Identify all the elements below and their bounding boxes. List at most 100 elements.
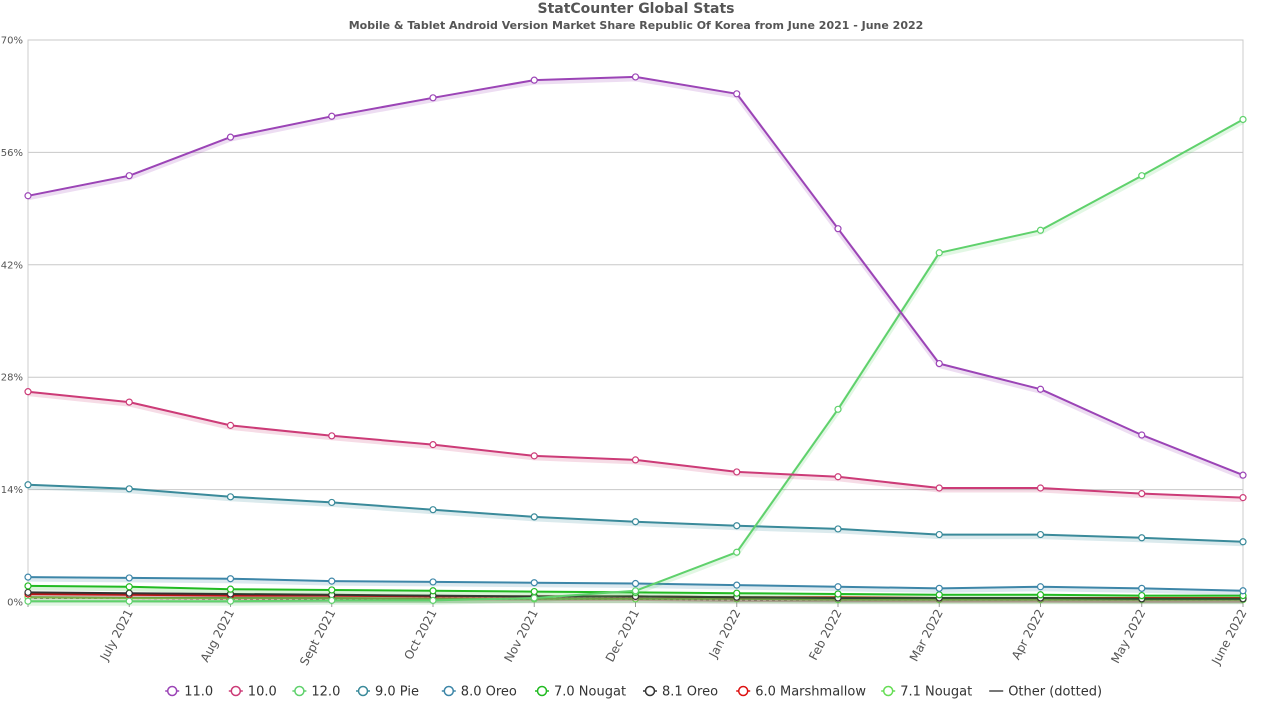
- data-point[interactable]: [125, 583, 133, 591]
- data-point[interactable]: [530, 513, 538, 521]
- data-point[interactable]: [1036, 226, 1045, 234]
- data-point[interactable]: [226, 421, 235, 429]
- legend-item-10-0[interactable]: 10.0: [228, 685, 277, 700]
- data-point[interactable]: [125, 597, 133, 605]
- data-point[interactable]: [530, 76, 538, 84]
- data-point[interactable]: [1138, 172, 1146, 180]
- data-point[interactable]: [733, 581, 741, 589]
- legend-item-other-dotted-[interactable]: Other (dotted): [989, 685, 1102, 700]
- data-point[interactable]: [328, 577, 336, 585]
- data-point[interactable]: [328, 596, 336, 604]
- legend-item-11-0[interactable]: 11.0: [165, 685, 213, 700]
- series-line: [27, 75, 1244, 477]
- data-point[interactable]: [631, 518, 640, 526]
- legend-swatch-marker: [644, 685, 656, 697]
- data-point[interactable]: [530, 579, 538, 587]
- data-point[interactable]: [935, 584, 943, 592]
- data-point[interactable]: [834, 583, 842, 591]
- data-point[interactable]: [125, 398, 133, 406]
- x-tick-label: June 2022: [1208, 607, 1249, 668]
- legend-item-12-0[interactable]: 12.0: [292, 685, 340, 700]
- data-point[interactable]: [429, 578, 437, 586]
- data-point[interactable]: [429, 596, 437, 604]
- data-point[interactable]: [1138, 591, 1146, 600]
- data-point[interactable]: [24, 388, 32, 396]
- data-point[interactable]: [631, 579, 640, 588]
- data-point[interactable]: [226, 597, 235, 605]
- legend-label: 9.0 Pie: [375, 685, 419, 700]
- legend-item-7-0-nougat[interactable]: 7.0 Nougat: [535, 685, 626, 700]
- data-point[interactable]: [834, 525, 842, 533]
- data-point[interactable]: [733, 90, 741, 98]
- data-point[interactable]: [429, 441, 437, 449]
- data-point[interactable]: [1036, 530, 1045, 539]
- series-9-0-pie: [24, 481, 1247, 547]
- legend-label: 7.1 Nougat: [900, 685, 972, 700]
- data-point[interactable]: [1036, 385, 1045, 393]
- data-point[interactable]: [935, 530, 943, 539]
- x-tick-label: Jan 2022: [706, 607, 744, 661]
- data-point[interactable]: [733, 468, 741, 476]
- data-point[interactable]: [328, 586, 336, 594]
- data-point[interactable]: [125, 574, 133, 582]
- data-point[interactable]: [125, 172, 133, 180]
- data-point[interactable]: [429, 506, 437, 514]
- data-point[interactable]: [226, 133, 235, 141]
- data-point[interactable]: [631, 73, 640, 81]
- data-point[interactable]: [935, 359, 943, 368]
- data-point[interactable]: [834, 225, 842, 233]
- data-point[interactable]: [935, 484, 943, 492]
- data-point[interactable]: [24, 573, 32, 581]
- data-point[interactable]: [1036, 591, 1045, 599]
- data-point[interactable]: [226, 585, 235, 593]
- data-point[interactable]: [226, 493, 235, 501]
- data-point[interactable]: [1138, 534, 1146, 542]
- legend-item-6-0-marshmallow[interactable]: 6.0 Marshmallow: [736, 685, 866, 700]
- x-tick-label: Aug 2021: [198, 607, 237, 665]
- data-point[interactable]: [226, 575, 235, 583]
- data-point[interactable]: [733, 548, 741, 556]
- data-point[interactable]: [733, 522, 741, 530]
- data-point[interactable]: [935, 249, 943, 257]
- data-point[interactable]: [834, 590, 842, 598]
- data-point[interactable]: [631, 587, 640, 595]
- data-point[interactable]: [1239, 115, 1247, 124]
- data-point[interactable]: [530, 452, 538, 460]
- data-point[interactable]: [328, 112, 336, 120]
- data-point[interactable]: [733, 589, 741, 597]
- data-point[interactable]: [530, 594, 538, 602]
- series-12-0: [24, 115, 1247, 606]
- data-point[interactable]: [1036, 583, 1045, 591]
- data-point[interactable]: [1036, 484, 1045, 492]
- series-shadow: [27, 391, 1244, 503]
- data-point[interactable]: [1239, 587, 1247, 595]
- data-point[interactable]: [631, 456, 640, 464]
- x-tick-label: Oct 2021: [401, 607, 439, 662]
- data-point[interactable]: [1138, 490, 1146, 498]
- data-point[interactable]: [1239, 471, 1247, 479]
- data-point[interactable]: [328, 498, 336, 507]
- data-point[interactable]: [24, 582, 32, 590]
- data-point[interactable]: [24, 192, 32, 200]
- data-point[interactable]: [125, 485, 133, 493]
- data-point[interactable]: [1239, 538, 1247, 546]
- data-point[interactable]: [429, 587, 437, 595]
- data-point[interactable]: [1239, 494, 1247, 502]
- data-point[interactable]: [24, 597, 32, 605]
- legend-item-8-0-oreo[interactable]: 8.0 Oreo: [441, 685, 517, 700]
- legend-item-8-1-oreo[interactable]: 8.1 Oreo: [643, 685, 718, 700]
- data-point[interactable]: [429, 94, 437, 102]
- data-point[interactable]: [328, 432, 336, 440]
- data-point[interactable]: [1138, 584, 1146, 592]
- data-point[interactable]: [530, 587, 538, 596]
- data-point[interactable]: [834, 473, 842, 481]
- data-point[interactable]: [24, 481, 32, 489]
- legend-item-7-1-nougat[interactable]: 7.1 Nougat: [881, 685, 972, 700]
- data-point[interactable]: [834, 405, 842, 413]
- series-shadow: [27, 76, 1244, 480]
- x-tick-label: Apr 2022: [1009, 607, 1047, 662]
- legend-item-9-0-pie[interactable]: 9.0 Pie: [356, 685, 419, 700]
- x-tick-label: July 2021: [97, 607, 136, 664]
- data-point[interactable]: [1138, 431, 1146, 439]
- legend[interactable]: 11.0 10.0 12.0 9.0 Pie 8.0 Oreo 7.0 Nougat 8.1…: [165, 685, 1102, 700]
